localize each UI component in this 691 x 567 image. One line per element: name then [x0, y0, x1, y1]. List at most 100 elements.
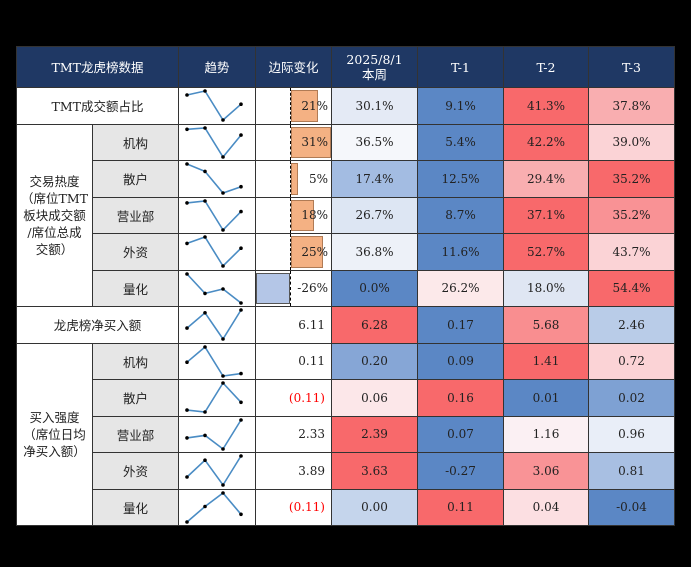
trend-cell: [178, 160, 256, 198]
heat-cell: 1.16: [503, 415, 589, 453]
heat-cell: 41.3%: [503, 87, 589, 125]
data-bar-positive: [291, 199, 315, 231]
header-delta: 边际变化: [255, 46, 332, 88]
table-row: 外资 25% 36.8% 11.6% 52.7% 43.7%: [17, 233, 675, 271]
heat-cell: 9.1%: [417, 87, 504, 125]
heat-cell: 0.81: [588, 452, 675, 490]
delta-cell: 25%: [255, 233, 332, 271]
heat-cell: 30.1%: [331, 87, 418, 125]
heat-cell: 5.68: [503, 306, 589, 344]
group-trading-heat: 交易热度 （席位TMT 板块成交额/席位总成 交额）: [16, 123, 93, 307]
trend-cell: [178, 123, 256, 161]
delta-value: 0.11: [255, 342, 332, 380]
heat-cell: 12.5%: [417, 160, 504, 198]
heat-cell: 0.96: [588, 415, 675, 453]
heat-cell: 42.2%: [503, 123, 589, 161]
header-row: TMT龙虎榜数据 趋势 边际变化 2025/8/1 本周 T-1 T-2 T-3: [16, 46, 675, 88]
heat-cell: 0.09: [417, 342, 504, 380]
header-t3: T-3: [588, 46, 675, 88]
group-label-line: 买入强度: [29, 409, 80, 425]
header-current-week: 本周: [361, 67, 387, 82]
heat-cell: 1.41: [503, 342, 589, 380]
sparkline-icon: [185, 490, 243, 524]
trend-cell: [178, 452, 256, 490]
delta-value: 5%: [308, 171, 328, 186]
delta-value: 31%: [301, 135, 328, 150]
data-bar-positive: [291, 163, 298, 195]
heat-cell: 35.2%: [588, 160, 675, 198]
heat-cell: 18.0%: [503, 269, 589, 307]
sparkline-icon: [185, 308, 243, 342]
heat-cell: 3.06: [503, 452, 589, 490]
table-row: 营业部 18% 26.7% 8.7% 37.1% 35.2%: [17, 196, 675, 234]
sparkline-icon: [185, 271, 243, 305]
header-label: TMT龙虎榜数据: [16, 46, 179, 88]
bar-axis: [290, 234, 291, 270]
heat-cell: 11.6%: [417, 233, 504, 271]
delta-value: 6.11: [255, 306, 332, 344]
heat-cell: 54.4%: [588, 269, 675, 307]
heat-cell: 35.2%: [588, 196, 675, 234]
trend-cell: [178, 87, 256, 125]
sparkline-icon: [185, 162, 243, 196]
heat-cell: -0.04: [588, 488, 675, 526]
delta-value: 21%: [301, 98, 328, 113]
row-sublabel: 量化: [92, 269, 179, 307]
sparkline-icon: [185, 235, 243, 269]
heat-cell: 52.7%: [503, 233, 589, 271]
delta-cell: 18%: [255, 196, 332, 234]
data-bar-positive: [291, 236, 324, 268]
delta-cell: -26%: [255, 269, 332, 307]
heat-cell: 37.1%: [503, 196, 589, 234]
trend-cell: [178, 306, 256, 344]
table-row: 量化 (0.11) 0.00 0.11 0.04 -0.04: [17, 488, 675, 526]
sparkline-icon: [185, 198, 243, 232]
heat-cell: 0.06: [331, 379, 418, 417]
trend-cell: [178, 415, 256, 453]
heat-cell: 0.04: [503, 488, 589, 526]
sparkline-icon: [185, 125, 243, 159]
header-t2: T-2: [503, 46, 589, 88]
heat-cell: 3.63: [331, 452, 418, 490]
row-sublabel: 外资: [92, 452, 179, 490]
heat-cell: 0.72: [588, 342, 675, 380]
data-bar-positive: [291, 126, 331, 158]
row-sublabel: 机构: [92, 342, 179, 380]
heat-cell: 0.16: [417, 379, 504, 417]
group-label-line: 板块成交额: [23, 207, 86, 223]
table-row: 龙虎榜净买入额 6.11 6.28 0.17 5.68 2.46: [16, 306, 675, 344]
row-sublabel: 机构: [92, 123, 179, 161]
tmt-dragon-tiger-table: TMT龙虎榜数据 趋势 边际变化 2025/8/1 本周 T-1 T-2 T-3…: [16, 46, 675, 526]
group-buy-strength: 买入强度 （席位日均 净买入额）: [16, 342, 93, 526]
delta-value: 3.89: [255, 452, 332, 490]
group-label-line: /席位总成: [27, 224, 82, 240]
heat-cell: 36.5%: [331, 123, 418, 161]
heat-cell: 8.7%: [417, 196, 504, 234]
heat-cell: 39.0%: [588, 123, 675, 161]
delta-value: 25%: [301, 244, 328, 259]
group-label-line: 净买入额）: [23, 443, 86, 459]
heat-cell: 37.8%: [588, 87, 675, 125]
header-t1: T-1: [417, 46, 504, 88]
bar-axis: [290, 197, 291, 233]
table-row: 交易热度 （席位TMT 板块成交额/席位总成 交额） 机构 31% 36.5% 5.4% 42.…: [16, 123, 675, 307]
sparkline-icon: [185, 381, 243, 415]
sparkline-icon: [185, 454, 243, 488]
header-current-date: 2025/8/1: [346, 52, 403, 67]
sparkline-icon: [185, 344, 243, 378]
heat-cell: 26.2%: [417, 269, 504, 307]
row-label: TMT成交额占比: [16, 87, 179, 125]
data-bar-negative: [256, 272, 290, 304]
heat-cell: 2.46: [588, 306, 675, 344]
header-current: 2025/8/1 本周: [331, 46, 418, 88]
row-sublabel: 外资: [92, 233, 179, 271]
delta-cell: 21%: [255, 87, 332, 125]
sparkline-icon: [185, 89, 243, 123]
table-row: TMT成交额占比 21% 30.1% 9.1% 41.3% 37.8%: [16, 87, 675, 125]
trend-cell: [178, 379, 256, 417]
heat-cell: 0.0%: [331, 269, 418, 307]
table-row: 散户 (0.11) 0.06 0.16 0.01 0.02: [17, 379, 675, 417]
row-sublabel: 营业部: [92, 415, 179, 453]
group-label-line: （席位TMT: [21, 190, 88, 206]
row-label: 龙虎榜净买入额: [16, 306, 179, 344]
